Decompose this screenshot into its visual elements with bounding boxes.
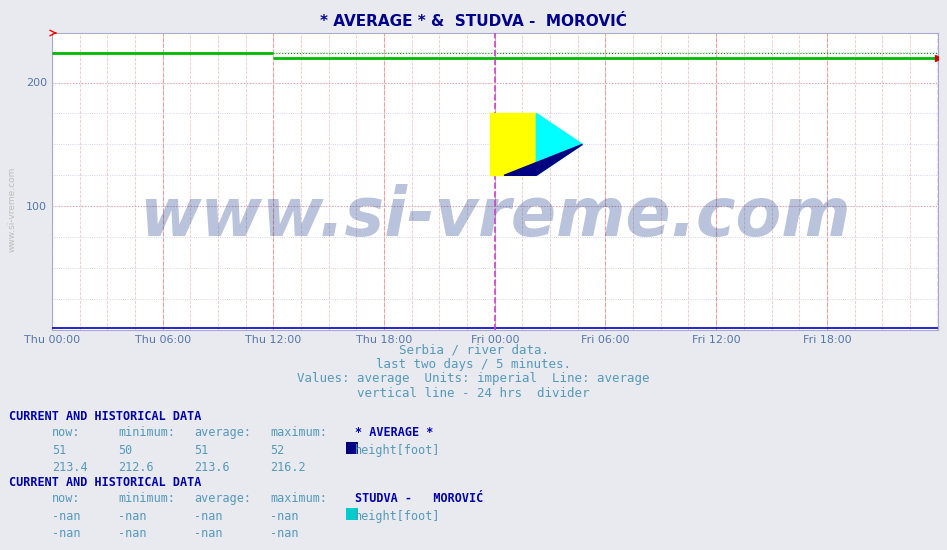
Text: * AVERAGE *: * AVERAGE * xyxy=(355,426,434,439)
Polygon shape xyxy=(504,144,582,175)
Text: Serbia / river data.: Serbia / river data. xyxy=(399,344,548,357)
Text: 51: 51 xyxy=(52,444,66,457)
Text: height[foot]: height[foot] xyxy=(355,510,440,523)
Text: -nan: -nan xyxy=(118,510,147,523)
Text: -nan: -nan xyxy=(118,527,147,541)
Text: www.si-vreme.com: www.si-vreme.com xyxy=(8,166,17,252)
Text: average:: average: xyxy=(194,426,251,439)
Text: 213.4: 213.4 xyxy=(52,461,88,475)
Text: -nan: -nan xyxy=(52,527,80,541)
Text: CURRENT AND HISTORICAL DATA: CURRENT AND HISTORICAL DATA xyxy=(9,476,202,489)
Polygon shape xyxy=(491,113,536,175)
Text: 50: 50 xyxy=(118,444,133,457)
Text: CURRENT AND HISTORICAL DATA: CURRENT AND HISTORICAL DATA xyxy=(9,410,202,423)
Polygon shape xyxy=(536,113,582,175)
Text: Values: average  Units: imperial  Line: average: Values: average Units: imperial Line: av… xyxy=(297,372,650,386)
Text: now:: now: xyxy=(52,426,80,439)
Text: height[foot]: height[foot] xyxy=(355,444,440,457)
Text: STUDVA -   MOROVIĆ: STUDVA - MOROVIĆ xyxy=(355,492,483,505)
Text: -nan: -nan xyxy=(194,510,223,523)
Text: * AVERAGE * &  STUDVA -  MOROVIĆ: * AVERAGE * & STUDVA - MOROVIĆ xyxy=(320,14,627,29)
Text: maximum:: maximum: xyxy=(270,492,327,505)
Text: -nan: -nan xyxy=(270,510,298,523)
Text: -nan: -nan xyxy=(52,510,80,523)
Text: last two days / 5 minutes.: last two days / 5 minutes. xyxy=(376,358,571,371)
Text: maximum:: maximum: xyxy=(270,426,327,439)
Text: -nan: -nan xyxy=(194,527,223,541)
Text: 52: 52 xyxy=(270,444,284,457)
Text: minimum:: minimum: xyxy=(118,426,175,439)
Text: 51: 51 xyxy=(194,444,208,457)
Text: minimum:: minimum: xyxy=(118,492,175,505)
Text: -nan: -nan xyxy=(270,527,298,541)
Text: 216.2: 216.2 xyxy=(270,461,306,475)
Text: 213.6: 213.6 xyxy=(194,461,230,475)
Text: now:: now: xyxy=(52,492,80,505)
Text: average:: average: xyxy=(194,492,251,505)
Text: vertical line - 24 hrs  divider: vertical line - 24 hrs divider xyxy=(357,387,590,400)
Text: 212.6: 212.6 xyxy=(118,461,154,475)
Text: www.si-vreme.com: www.si-vreme.com xyxy=(139,184,850,250)
